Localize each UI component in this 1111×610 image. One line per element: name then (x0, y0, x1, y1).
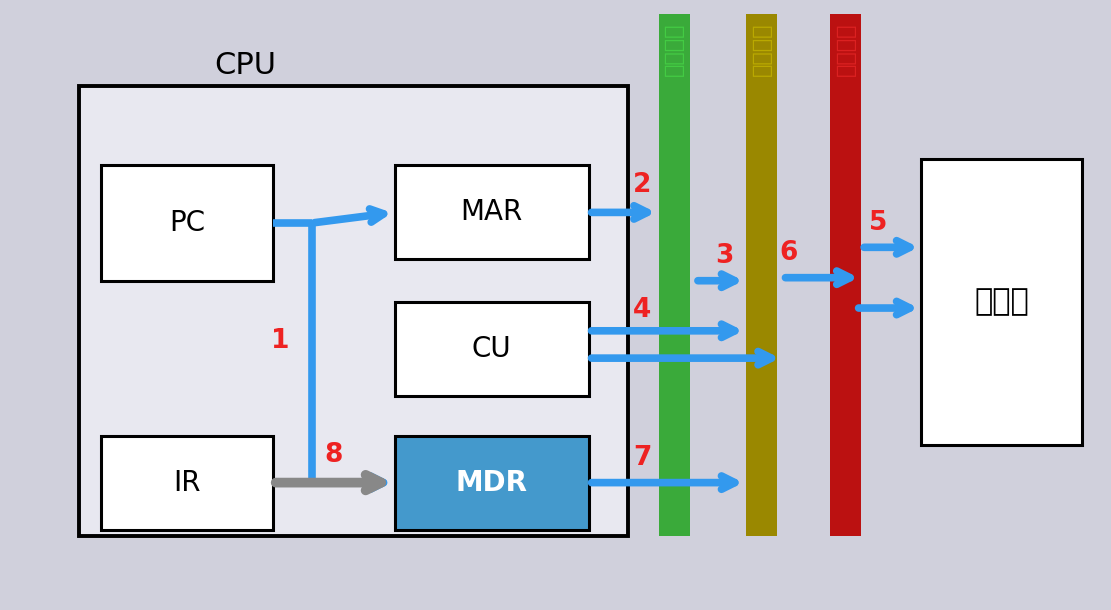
Text: 数据总线: 数据总线 (752, 23, 772, 76)
Text: CPU: CPU (214, 51, 277, 80)
Text: 1: 1 (271, 328, 290, 354)
Text: PC: PC (169, 209, 206, 237)
FancyBboxPatch shape (101, 436, 273, 529)
Text: 地址总线: 地址总线 (664, 23, 684, 76)
Text: MAR: MAR (461, 198, 523, 226)
Text: 控制总线: 控制总线 (835, 23, 855, 76)
Text: 8: 8 (324, 442, 343, 468)
Text: 存储器: 存储器 (974, 287, 1029, 317)
FancyBboxPatch shape (921, 159, 1082, 445)
Bar (747, 13, 777, 536)
Text: 5: 5 (869, 210, 888, 236)
Text: 3: 3 (714, 243, 733, 270)
Bar (830, 13, 861, 536)
Text: 7: 7 (633, 445, 651, 472)
Text: CU: CU (472, 335, 511, 363)
FancyBboxPatch shape (394, 165, 589, 259)
FancyBboxPatch shape (394, 302, 589, 396)
Text: 2: 2 (633, 172, 651, 198)
Text: 4: 4 (633, 296, 651, 323)
Text: IR: IR (173, 468, 201, 497)
Text: MDR: MDR (456, 468, 528, 497)
FancyBboxPatch shape (394, 436, 589, 529)
Text: 6: 6 (779, 240, 798, 267)
FancyBboxPatch shape (101, 165, 273, 281)
FancyBboxPatch shape (79, 87, 628, 536)
Bar (659, 13, 690, 536)
